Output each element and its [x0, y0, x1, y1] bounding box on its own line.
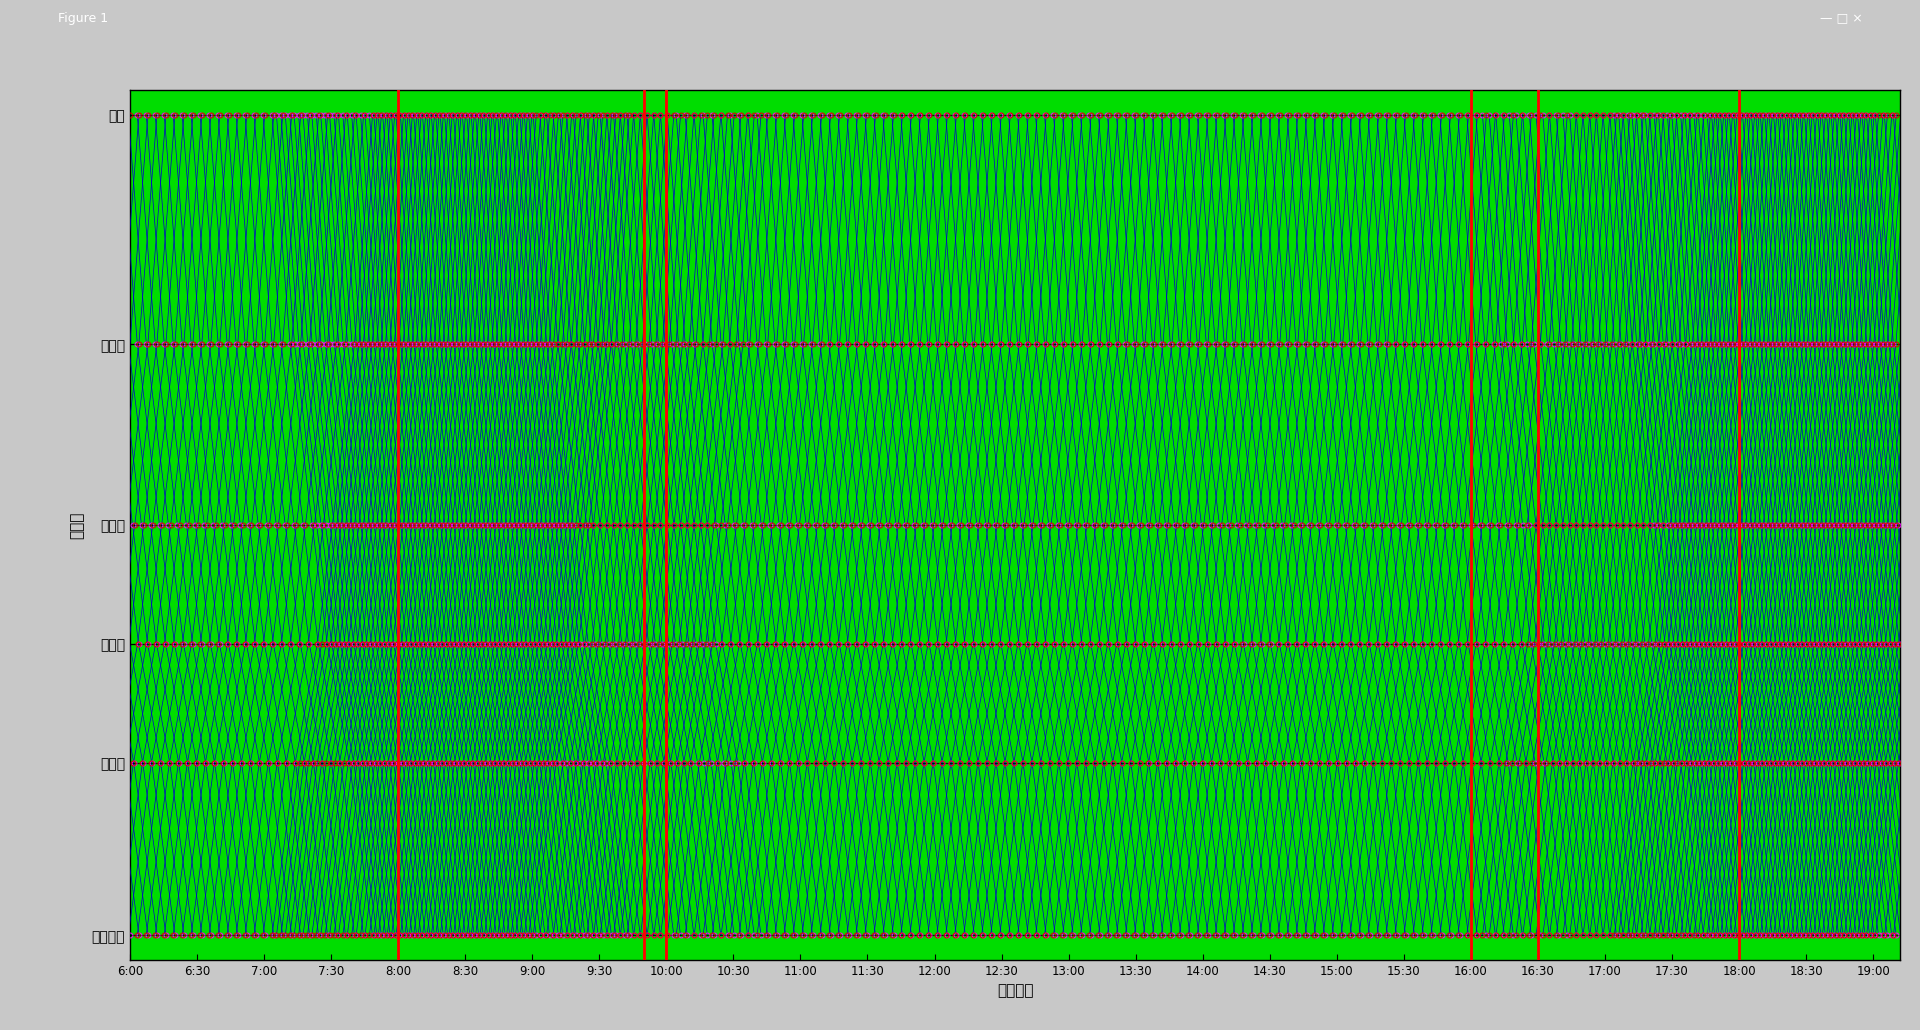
Text: — □ ×: — □ × — [1820, 11, 1862, 25]
Text: Figure 1: Figure 1 — [58, 11, 108, 25]
Y-axis label: 折返站: 折返站 — [69, 511, 84, 539]
X-axis label: 出发时刻: 出发时刻 — [996, 984, 1033, 998]
